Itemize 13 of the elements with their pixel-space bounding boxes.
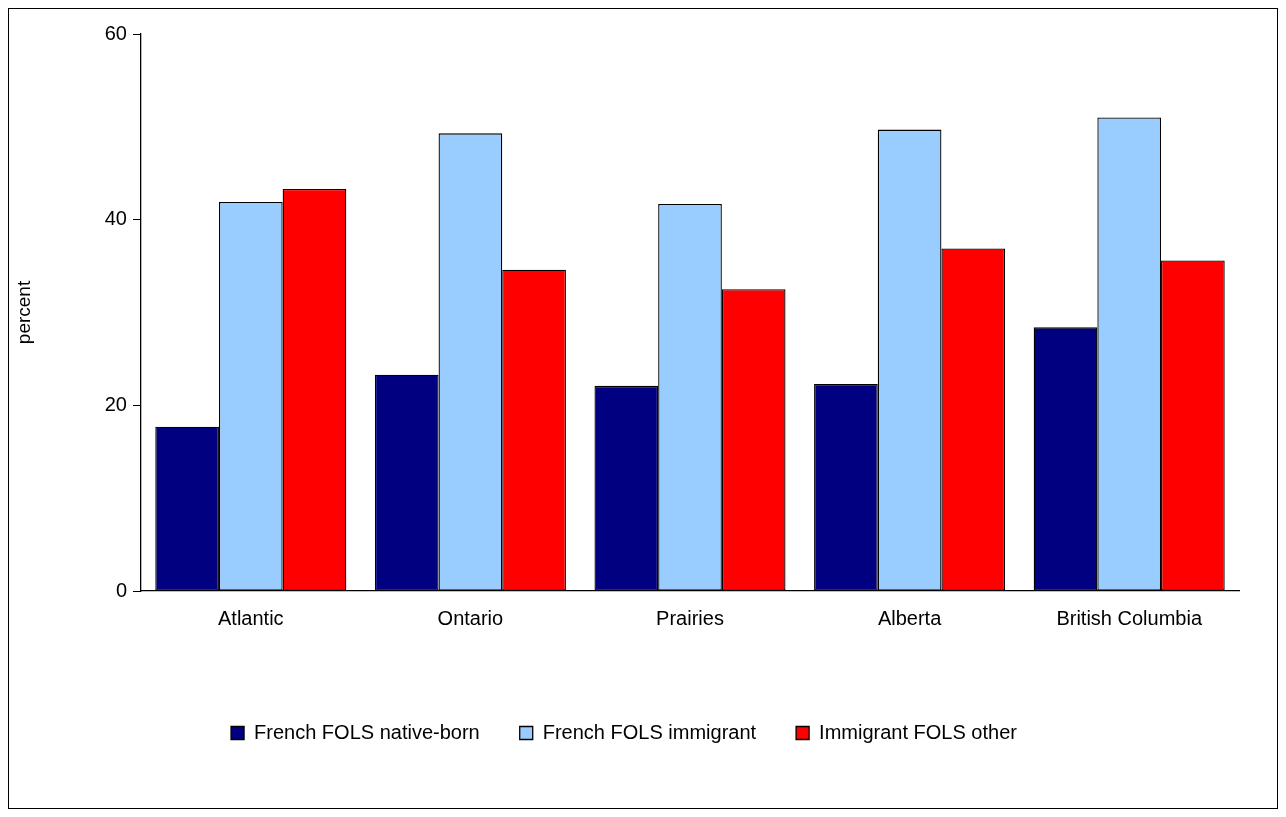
x-tick-label: Ontario — [437, 606, 504, 629]
y-axis-title: percent — [12, 280, 34, 345]
y-tick-label: 20 — [104, 392, 127, 415]
legend-label: Immigrant FOLS other — [819, 720, 1018, 743]
y-tick-label: 0 — [115, 578, 127, 601]
x-tick-label: Atlantic — [218, 606, 284, 629]
x-tick-label: Alberta — [877, 606, 943, 629]
x-tick-label: British Columbia — [1056, 606, 1203, 629]
y-tick-label: 60 — [104, 21, 127, 44]
y-tick-label: 40 — [104, 207, 127, 230]
x-tick-label: Prairies — [656, 606, 724, 629]
legend-label: French FOLS native-born — [254, 720, 480, 743]
legend-label: French FOLS immigrant — [542, 720, 757, 743]
